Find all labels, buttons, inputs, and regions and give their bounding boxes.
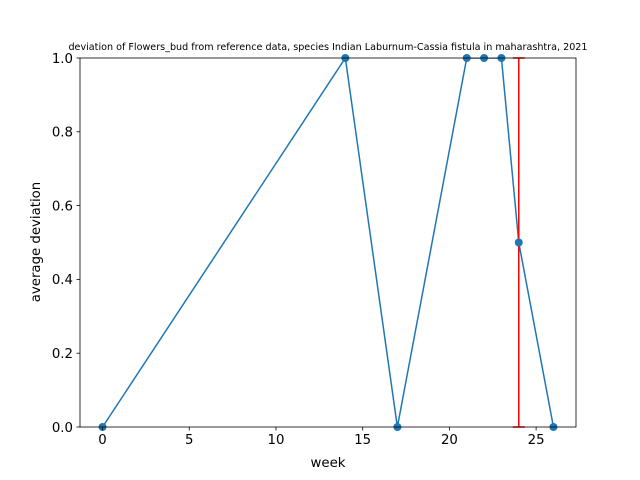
axes-frame: [79, 57, 577, 428]
y-tick-label: 0.2: [52, 347, 73, 362]
x-axis-label: week: [311, 456, 346, 471]
y-tick-label: 1.0: [52, 52, 73, 67]
series-line: [101, 58, 555, 427]
data-point: [514, 238, 523, 247]
x-tick-label: 20: [441, 433, 458, 448]
x-tick-label: 5: [185, 433, 193, 448]
x-tick-label: 0: [98, 433, 106, 448]
y-tick-label: 0.0: [52, 421, 73, 436]
x-tick-label: 15: [354, 433, 371, 448]
chart-title: deviation of Flowers_bud from reference …: [68, 42, 587, 53]
plot-area: [79, 54, 577, 431]
y-tick-label: 0.4: [52, 273, 73, 288]
y-axis-label: average deviation: [29, 182, 44, 302]
x-axis-ticks: 0 5 10 15 20 25: [98, 427, 545, 448]
plot-content: [101, 58, 555, 427]
x-tick-label: 25: [528, 433, 545, 448]
y-axis-ticks: 0.0 0.2 0.4 0.6 0.8 1.0: [52, 52, 80, 436]
x-tick-label: 10: [268, 433, 285, 448]
y-tick-label: 0.8: [52, 126, 73, 141]
y-tick-label: 0.6: [52, 199, 73, 214]
